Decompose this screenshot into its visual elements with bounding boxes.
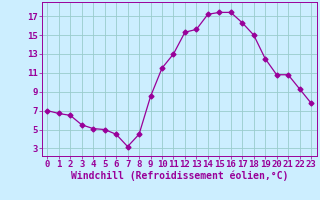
X-axis label: Windchill (Refroidissement éolien,°C): Windchill (Refroidissement éolien,°C) <box>70 171 288 181</box>
